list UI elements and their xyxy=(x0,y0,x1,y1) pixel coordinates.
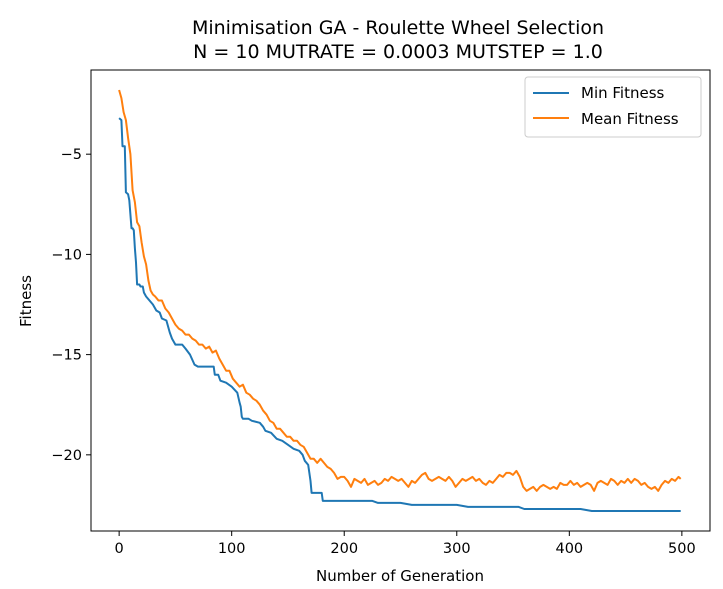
x-axis: 0 100 200 300 400 500 xyxy=(115,531,696,557)
legend-mean-fitness-label: Mean Fitness xyxy=(581,110,679,128)
mean-fitness-line xyxy=(118,89,682,492)
y-tick-label: −10 xyxy=(51,247,82,263)
x-axis-label: Number of Generation xyxy=(316,567,484,585)
plot-area xyxy=(90,69,711,532)
y-axis-label: Fitness xyxy=(17,275,35,327)
min-fitness-line xyxy=(118,117,681,512)
legend-min-fitness-label: Min Fitness xyxy=(581,84,665,102)
x-tick-label: 400 xyxy=(555,541,583,557)
x-tick-label: 100 xyxy=(218,541,246,557)
chart-title-line-1: Minimisation GA - Roulette Wheel Selecti… xyxy=(192,17,604,39)
y-tick-label: −20 xyxy=(51,448,82,464)
chart-title-line-2: N = 10 MUTRATE = 0.0003 MUTSTEP = 1.0 xyxy=(193,41,603,63)
x-tick-label: 0 xyxy=(115,541,124,557)
series-layer xyxy=(118,89,682,512)
x-tick-label: 500 xyxy=(668,541,696,557)
axes-frame xyxy=(90,69,711,532)
x-tick-label: 300 xyxy=(443,541,471,557)
legend: Min Fitness Mean Fitness xyxy=(524,76,702,138)
y-tick-label: −15 xyxy=(51,348,82,364)
y-tick-label: −5 xyxy=(61,147,82,163)
y-axis: −5 −10 −15 −20 xyxy=(51,147,91,464)
x-tick-label: 200 xyxy=(330,541,358,557)
